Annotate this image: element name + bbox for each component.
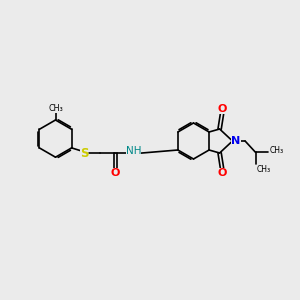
Text: CH₃: CH₃ bbox=[48, 104, 63, 113]
Text: O: O bbox=[111, 168, 120, 178]
Text: N: N bbox=[232, 136, 241, 146]
Text: O: O bbox=[218, 103, 227, 114]
Text: NH: NH bbox=[126, 146, 141, 156]
Text: CH₃: CH₃ bbox=[257, 165, 271, 174]
Text: S: S bbox=[80, 147, 88, 160]
Text: O: O bbox=[218, 168, 227, 178]
Text: CH₃: CH₃ bbox=[270, 146, 284, 155]
